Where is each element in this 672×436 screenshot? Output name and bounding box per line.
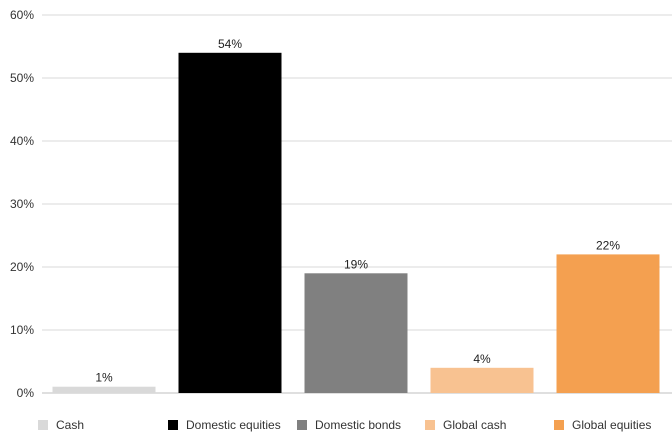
legend-swatch: [168, 420, 178, 430]
legend-label: Domestic bonds: [315, 418, 402, 432]
y-tick-label: 10%: [10, 323, 34, 337]
bar: [304, 273, 408, 393]
legend-swatch: [38, 420, 48, 430]
y-tick-label: 40%: [10, 134, 34, 148]
data-labels: 1% 54% 19% 4% 22%: [95, 37, 620, 385]
legend-swatch: [425, 420, 435, 430]
y-tick-label: 0%: [17, 386, 35, 400]
y-axis-ticks: 0% 10% 20% 30% 40% 50% 60%: [10, 8, 34, 400]
y-tick-label: 60%: [10, 8, 34, 22]
y-tick-label: 50%: [10, 71, 34, 85]
gridlines: [42, 14, 672, 394]
legend-label: Global equities: [572, 418, 652, 432]
bar: [430, 367, 534, 393]
legend-label: Global cash: [443, 418, 507, 432]
legend-item: Cash: [38, 418, 84, 432]
data-label: 4%: [473, 352, 491, 366]
legend: Cash Domestic equities Domestic bonds Globa…: [0, 418, 672, 436]
y-tick-label: 30%: [10, 197, 34, 211]
legend-swatch: [554, 420, 564, 430]
bars: [52, 52, 660, 394]
legend-item: Global cash: [425, 418, 506, 432]
y-tick-label: 20%: [10, 260, 34, 274]
data-label: 54%: [218, 37, 242, 51]
bar: [178, 52, 282, 394]
data-label: 22%: [596, 238, 620, 252]
data-label: 19%: [344, 257, 368, 271]
bar: [52, 386, 156, 393]
bar: [556, 254, 660, 393]
bar-chart: 0% 10% 20% 30% 40% 50% 60% 1% 54% 19% 4% 22%: [10, 8, 672, 400]
legend-swatch: [297, 420, 307, 430]
legend-label: Domestic equities: [186, 418, 281, 432]
legend-label: Cash: [56, 418, 85, 432]
legend-item: Domestic equities: [168, 418, 281, 432]
legend-item: Domestic bonds: [297, 418, 401, 432]
data-label: 1%: [95, 371, 113, 385]
legend-item: Global equities: [554, 418, 651, 432]
